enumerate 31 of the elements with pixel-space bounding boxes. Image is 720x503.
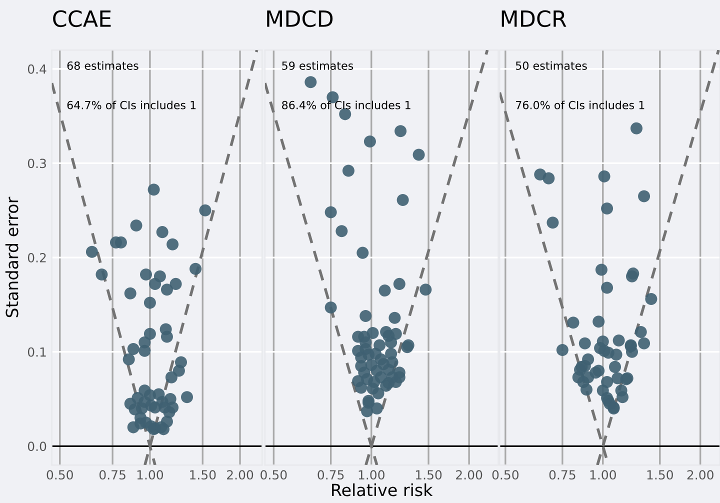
annotation: 86.4% of CIs includes 1 bbox=[282, 100, 410, 110]
y-tick-label: 0.4 bbox=[28, 64, 46, 74]
annotation: 76.0% of CIs includes 1 bbox=[516, 100, 644, 110]
x-tick-label: 0.50 bbox=[492, 470, 519, 480]
x-axis-title: Relative risk bbox=[332, 483, 433, 496]
annotation: 68 estimates bbox=[67, 61, 138, 70]
x-tick-label: 0.75 bbox=[318, 470, 344, 480]
y-tick-label: 0.0 bbox=[28, 442, 46, 452]
annotation: 59 estimates bbox=[282, 61, 354, 70]
y-tick-label: 0.2 bbox=[28, 253, 46, 262]
x-tick-label: 2.00 bbox=[456, 470, 482, 480]
x-tick-label: 0.75 bbox=[99, 470, 126, 480]
y-tick-label: 0.1 bbox=[28, 347, 46, 357]
annotation: 50 estimates bbox=[516, 61, 587, 70]
y-tick-label: 0.3 bbox=[28, 158, 46, 168]
x-tick-label: 2.00 bbox=[687, 470, 714, 480]
y-axis-title: Standard error bbox=[5, 196, 18, 318]
x-tick-label: 1.50 bbox=[416, 470, 442, 480]
x-tick-label: 0.50 bbox=[46, 470, 73, 480]
x-tick-label: 1.50 bbox=[647, 470, 673, 480]
x-tick-label: 1.00 bbox=[137, 470, 164, 480]
x-tick-label: 1.50 bbox=[190, 470, 216, 480]
x-tick-label: 0.50 bbox=[260, 470, 287, 480]
annotation: 64.7% of CIs includes 1 bbox=[67, 100, 196, 110]
chart-title: MDCR bbox=[502, 10, 566, 28]
chart-title: CCAE bbox=[53, 10, 111, 28]
x-tick-label: 2.00 bbox=[227, 470, 254, 480]
x-tick-label: 1.00 bbox=[358, 470, 384, 480]
x-tick-label: 1.00 bbox=[590, 470, 616, 480]
x-tick-label: 0.75 bbox=[549, 470, 576, 480]
chart-title: MDCD bbox=[267, 10, 333, 28]
